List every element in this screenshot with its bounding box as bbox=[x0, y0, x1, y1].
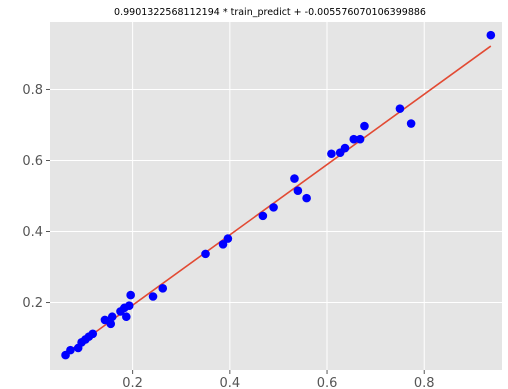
data-point bbox=[302, 193, 311, 203]
fit-line-group bbox=[65, 45, 492, 355]
data-point bbox=[106, 319, 116, 329]
y-tick-label: 0.8 bbox=[22, 83, 43, 98]
plot-area bbox=[50, 22, 502, 370]
data-point bbox=[486, 30, 496, 40]
data-points bbox=[61, 30, 496, 360]
data-point bbox=[269, 203, 278, 212]
data-point bbox=[107, 312, 117, 322]
x-tick-label: 0.8 bbox=[414, 376, 435, 389]
x-axis-ticks: 0.2 0.4 0.6 0.8 bbox=[122, 370, 435, 389]
x-tick-label: 0.4 bbox=[219, 376, 240, 389]
grid-lines bbox=[50, 22, 502, 370]
data-point bbox=[340, 143, 350, 153]
data-point bbox=[158, 284, 168, 293]
data-point bbox=[406, 119, 416, 128]
y-axis-ticks: 0.2 0.4 0.6 0.8 bbox=[22, 83, 50, 311]
data-point bbox=[66, 345, 75, 355]
data-point bbox=[395, 104, 405, 113]
data-point bbox=[327, 149, 336, 159]
data-point bbox=[290, 174, 299, 183]
y-tick-label: 0.4 bbox=[22, 225, 43, 240]
data-point bbox=[223, 234, 233, 243]
fit-line bbox=[65, 45, 492, 355]
data-point bbox=[360, 121, 369, 131]
data-point bbox=[218, 239, 228, 249]
data-point bbox=[258, 211, 268, 221]
data-point bbox=[293, 186, 303, 195]
data-point bbox=[88, 329, 98, 339]
y-tick-label: 0.2 bbox=[22, 296, 43, 311]
x-tick-label: 0.6 bbox=[317, 376, 338, 389]
data-point bbox=[349, 134, 359, 144]
data-point bbox=[355, 134, 365, 144]
x-tick-label: 0.2 bbox=[122, 376, 143, 389]
data-point bbox=[126, 290, 135, 300]
data-point bbox=[124, 301, 134, 311]
data-point bbox=[122, 312, 131, 322]
y-tick-label: 0.6 bbox=[22, 154, 43, 169]
chart-title: 0.9901322568112194 * train_predict + -0.… bbox=[114, 7, 426, 18]
data-point bbox=[148, 292, 158, 301]
data-point bbox=[201, 249, 210, 259]
